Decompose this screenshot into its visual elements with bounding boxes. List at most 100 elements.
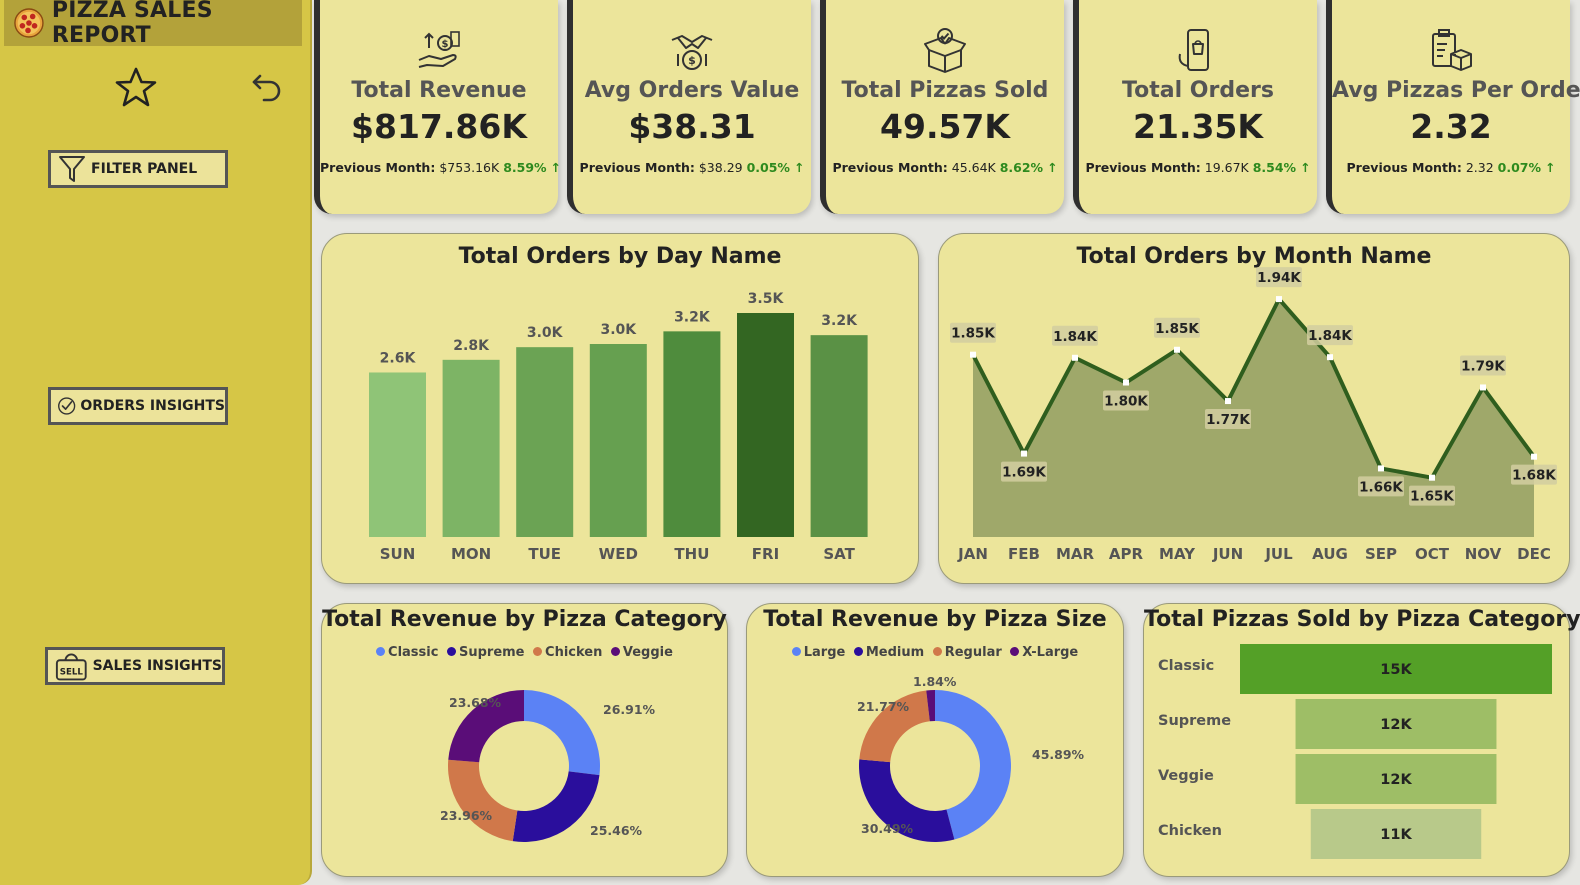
- data-label: 3.5K: [748, 291, 785, 307]
- data-label: 1.94K: [1257, 270, 1301, 286]
- legend-dot: [853, 647, 863, 656]
- kpi-value: 21.35K: [1133, 107, 1263, 146]
- legend-label: Supreme: [458, 645, 525, 660]
- data-label: 1.85K: [951, 326, 995, 342]
- data-point: [970, 351, 976, 358]
- donut-slice: [926, 690, 935, 722]
- kpi-previous-month: Previous Month: $38.29 0.05% ↑: [573, 160, 811, 175]
- kpi-card-avg-pizzas-per-order: Avg Pizzas Per Order 2.32 Previous Month…: [1326, 0, 1580, 214]
- chart-title: Total Orders by Day Name: [458, 244, 782, 269]
- chart-title: Total Orders by Month Name: [1076, 244, 1432, 269]
- filter-panel-label: FILTER PANEL: [91, 161, 198, 177]
- svg-text:$: $: [442, 39, 449, 50]
- legend-dot: [446, 647, 456, 656]
- data-label: 3.0K: [527, 325, 564, 341]
- slice-label: 23.68%: [449, 695, 502, 710]
- donut-slice: [859, 759, 955, 842]
- data-label: 3.0K: [600, 322, 637, 338]
- data-label-bg: [1103, 390, 1149, 411]
- revenue-by-size-donut: 45.89% 30.49% 21.77%1.84%: [857, 674, 1085, 842]
- x-tick-label: MAR: [1056, 545, 1095, 563]
- slice-label: 45.89%: [1032, 747, 1085, 762]
- legend-dot: [533, 647, 543, 656]
- data-point: [1327, 354, 1333, 361]
- x-tick-label: FRI: [752, 545, 779, 563]
- kpi-title: Total Pizzas Sold: [841, 78, 1049, 103]
- pizzas-sold-by-category-panel: Total Pizzas Sold by Pizza Category 15K C…: [1143, 603, 1580, 877]
- x-tick-label: TUE: [528, 545, 561, 563]
- bar: [516, 347, 574, 537]
- sales-insights-button[interactable]: SELL SALES INSIGHTS: [45, 647, 225, 685]
- bar: [737, 313, 794, 537]
- data-label-bg: [1409, 485, 1455, 506]
- revenue-by-category-panel: Total Revenue by Pizza Category Classic …: [321, 603, 728, 877]
- bar: [1295, 754, 1497, 804]
- kpi-value: 49.57K: [880, 107, 1010, 146]
- kpi-title: Avg Orders Value: [584, 78, 800, 103]
- data-label: 1.79K: [1461, 358, 1505, 374]
- data-label-bg: [1358, 476, 1404, 497]
- x-tick-label: SEP: [1365, 545, 1397, 563]
- donut-slice: [524, 690, 600, 776]
- phone-order-icon: [1178, 29, 1209, 71]
- x-tick-label: JUN: [1212, 545, 1243, 563]
- kpi-value: 2.32: [1410, 107, 1492, 146]
- data-label: 11K: [1380, 827, 1412, 843]
- data-point: [1276, 296, 1282, 303]
- kpi-prev-value: 2.32: [1465, 160, 1494, 175]
- box-check-icon: [924, 28, 966, 73]
- data-point: [1072, 354, 1078, 361]
- data-label-bg: [1052, 325, 1098, 346]
- data-point: [1429, 474, 1435, 481]
- legend-dot: [932, 647, 942, 656]
- legend-item[interactable]: Veggie: [610, 645, 673, 660]
- data-point: [1480, 384, 1486, 391]
- legend-label: Classic: [388, 645, 439, 660]
- legend-item[interactable]: X-Large: [1010, 645, 1078, 660]
- legend-item[interactable]: Large: [791, 645, 845, 660]
- orders-insights-button[interactable]: ORDERS INSIGHTS: [48, 387, 228, 425]
- revenue-by-size-panel: Total Revenue by Pizza Size Large Medium…: [746, 603, 1124, 877]
- pizza-logo-icon: [14, 8, 44, 38]
- star-icon[interactable]: [114, 66, 158, 110]
- kpi-prev-label: Previous Month:: [832, 160, 948, 175]
- kpi-previous-month: Previous Month: 2.32 0.07% ↑: [1332, 160, 1570, 175]
- legend-item[interactable]: Medium: [853, 645, 924, 660]
- check-circle-icon: [58, 397, 76, 415]
- legend-item[interactable]: Classic: [376, 645, 438, 660]
- slice-label: 26.91%: [603, 702, 656, 717]
- donut-slice: [448, 759, 518, 842]
- kpi-prev-value: 19.67K: [1204, 160, 1249, 175]
- legend-item[interactable]: Supreme: [446, 645, 525, 660]
- legend-item[interactable]: Regular: [932, 645, 1002, 660]
- category-label: Veggie: [1158, 768, 1214, 784]
- data-point: [1378, 465, 1384, 472]
- sales-insights-label: SALES INSIGHTS: [92, 658, 222, 674]
- orders-insights-label: ORDERS INSIGHTS: [80, 398, 225, 414]
- series-line: [971, 297, 1536, 480]
- data-label: 15K: [1380, 662, 1412, 678]
- kpi-change-pct: 0.05%: [746, 160, 790, 175]
- handshake-money-icon: $: [671, 35, 713, 70]
- data-label: 1.69K: [1002, 465, 1046, 481]
- data-label-bg: [1001, 461, 1047, 482]
- kpi-change-pct: 8.59%: [503, 160, 547, 175]
- x-tick-label: JUL: [1264, 545, 1293, 563]
- svg-text:SELL: SELL: [60, 668, 84, 678]
- filter-panel-button[interactable]: FILTER PANEL: [48, 150, 228, 188]
- category-label: Classic: [1158, 658, 1214, 674]
- data-label-bg: [1307, 325, 1353, 346]
- kpi-title: Total Revenue: [351, 78, 527, 103]
- donut-slice: [859, 690, 930, 763]
- x-tick-label: DEC: [1517, 545, 1551, 563]
- x-tick-label: MAY: [1159, 545, 1196, 563]
- bar: [810, 335, 868, 537]
- revenue-by-category-donut: 26.91% 25.46% 23.96% 23.68%: [440, 690, 656, 842]
- kpi-prev-value: $753.16K: [439, 160, 500, 175]
- bar: [1240, 644, 1552, 694]
- kpi-change-pct: 8.54%: [1252, 160, 1297, 175]
- legend-dot: [376, 647, 386, 656]
- back-arrow-icon[interactable]: [250, 70, 284, 104]
- kpi-title: Avg Pizzas Per Order: [1332, 78, 1580, 103]
- legend-item[interactable]: Chicken: [533, 645, 602, 660]
